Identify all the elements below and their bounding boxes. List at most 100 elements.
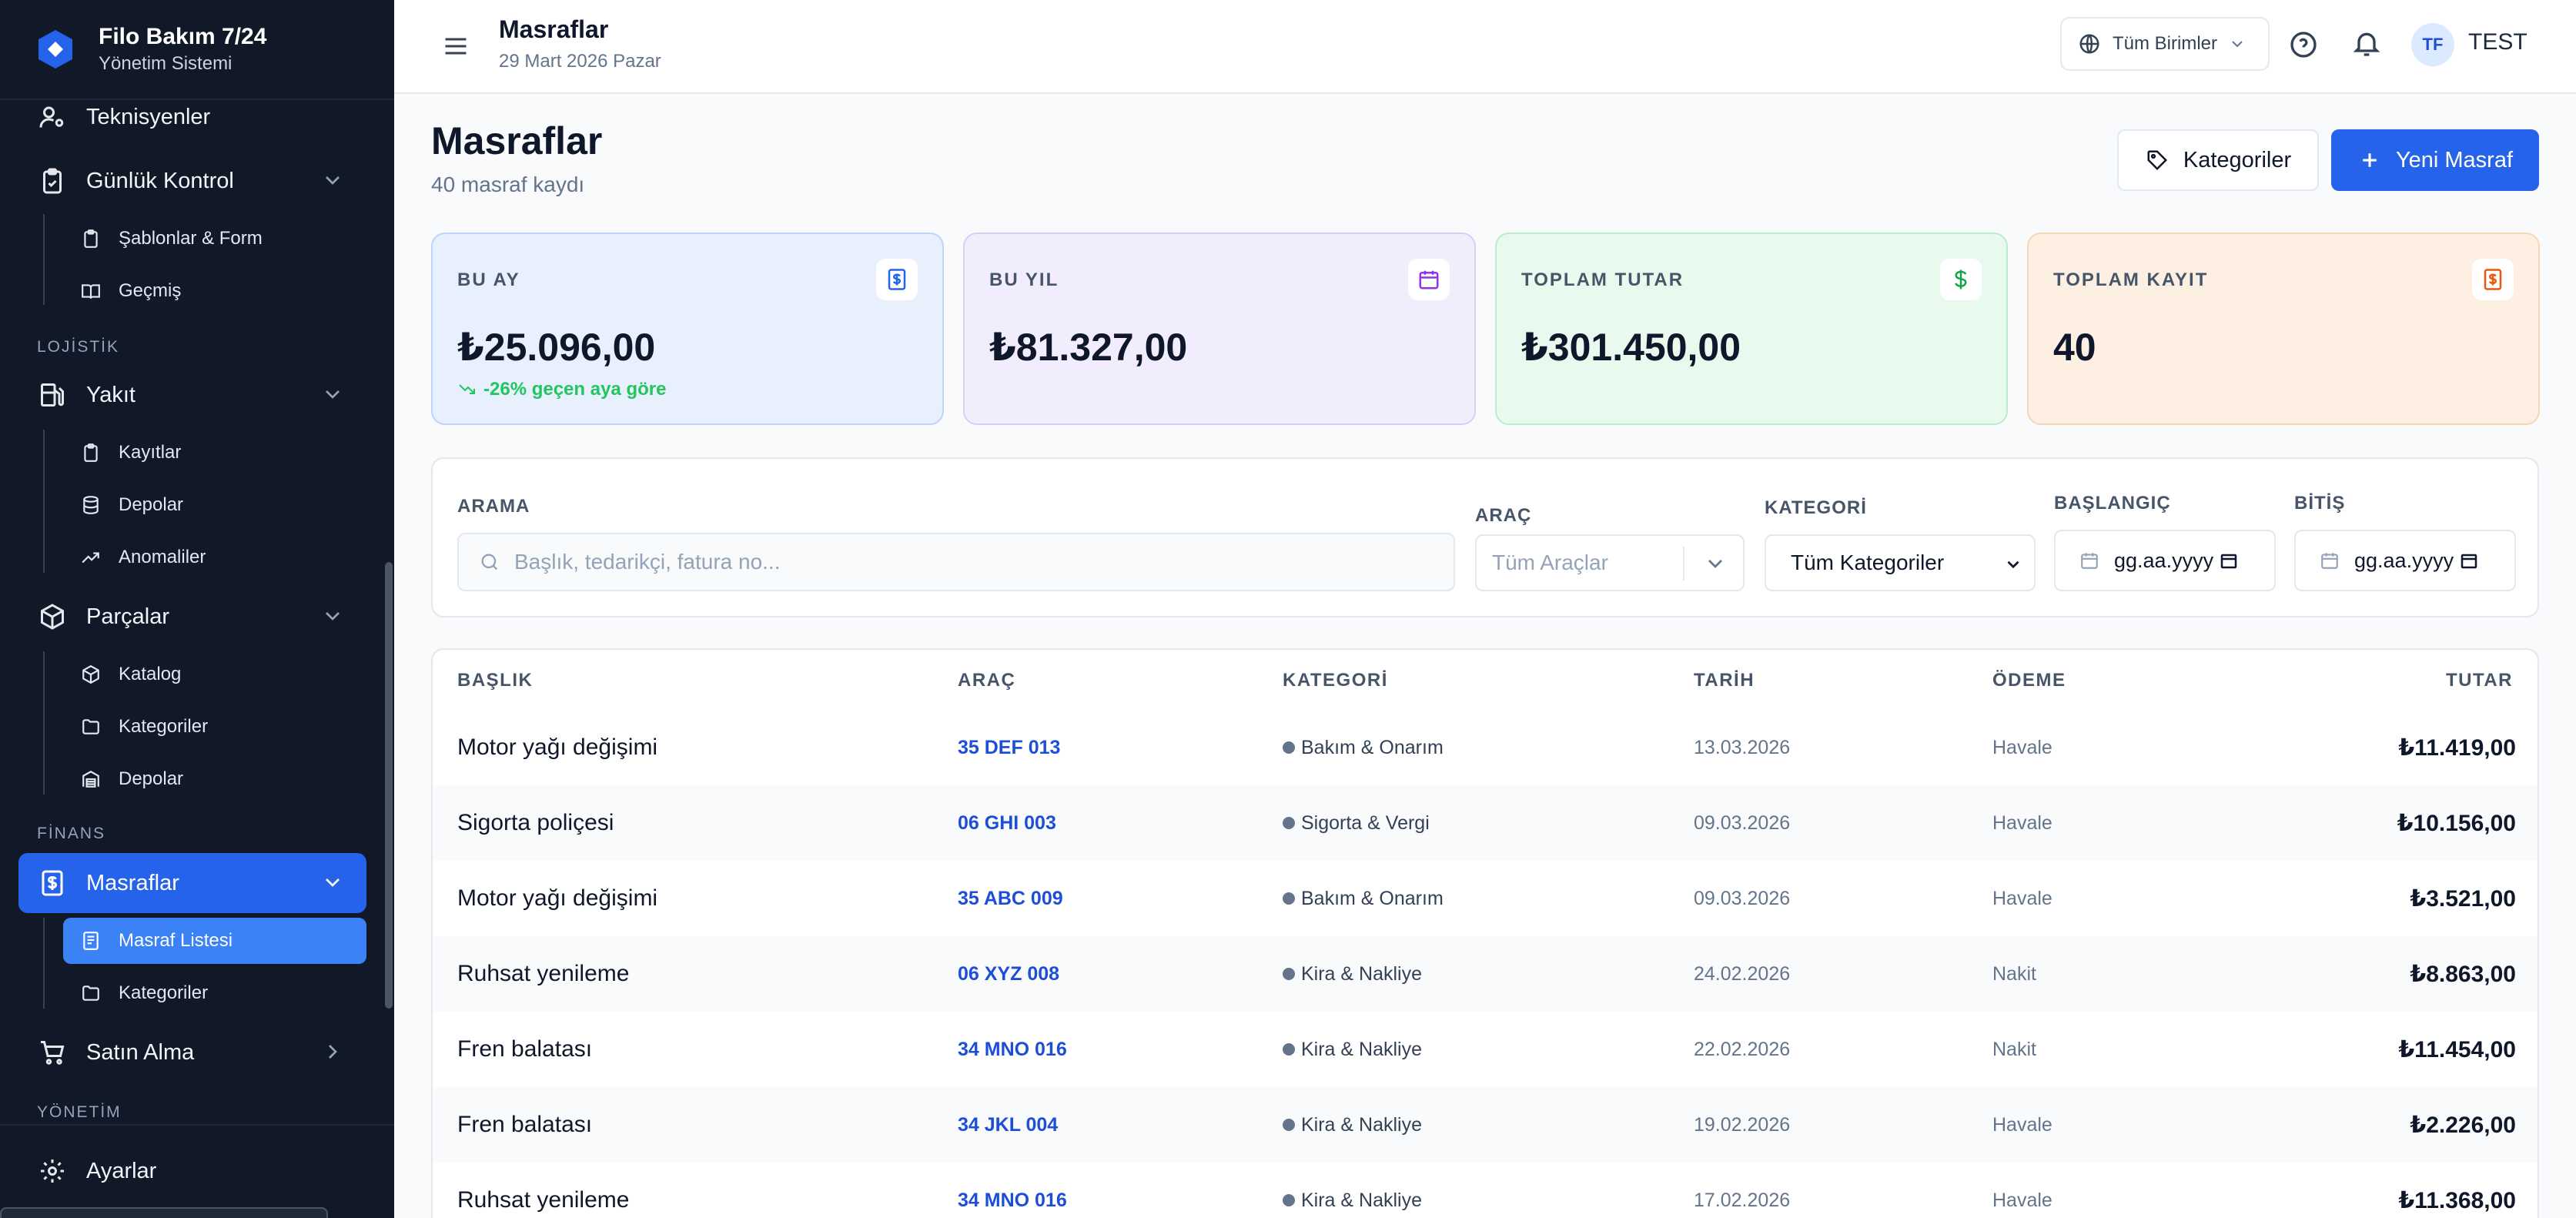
table-row[interactable]: Motor yağı değişimi 35 DEF 013 Bakım & Ona… (433, 710, 2538, 785)
folder-icon (80, 982, 102, 1004)
table-row[interactable]: Motor yağı değişimi 35 ABC 009 Bakım & Ona… (433, 861, 2538, 936)
section-label-lojistik: LOJİSTİK (37, 338, 120, 356)
database-icon (80, 494, 102, 516)
notifications-button[interactable] (2350, 26, 2384, 60)
sidebar-item-sablonlar[interactable]: Şablonlar & Form (63, 216, 366, 262)
category-dot-icon (1283, 741, 1295, 754)
section-label-yonetim: YÖNETİM (37, 1103, 122, 1121)
sidebar-item-yakit[interactable]: Yakıt (18, 365, 366, 425)
row-vehicle-link[interactable]: 35 DEF 013 (958, 736, 1061, 758)
row-category-label: Bakım & Onarım (1301, 887, 1444, 909)
row-category-label: Bakım & Onarım (1301, 736, 1444, 758)
row-category: Bakım & Onarım (1283, 861, 1444, 936)
sidebar-item-label: Masraf Listesi (119, 930, 233, 951)
search-input[interactable]: Başlık, tedarikçi, fatura no... (457, 533, 1455, 591)
table-row[interactable]: Ruhsat yenileme 34 MNO 016 Kira & Nakliye 1… (433, 1163, 2538, 1218)
search-label: ARAMA (457, 496, 530, 517)
stat-label: BU YIL (989, 269, 1059, 290)
row-vehicle-link[interactable]: 34 JKL 004 (958, 1113, 1059, 1136)
row-amount: ₺2.226,00 (2410, 1112, 2516, 1138)
sidebar-item-masraflar[interactable]: Masraflar (18, 853, 366, 913)
start-date-input[interactable]: gg.aa.yyyy (2054, 530, 2276, 591)
row-date: 17.02.2026 (1694, 1189, 1791, 1211)
brand-title: Filo Bakım 7/24 (99, 24, 267, 49)
table-row[interactable]: Fren balatası 34 JKL 004 Kira & Nakliye 19.… (433, 1087, 2538, 1163)
row-date: 19.02.2026 (1694, 1113, 1791, 1136)
book-open-icon (80, 280, 102, 302)
hamburger-icon (445, 38, 467, 55)
sidebar-item-label: Teknisyenler (86, 104, 211, 129)
table-row[interactable]: Fren balatası 34 MNO 016 Kira & Nakliye 22.… (433, 1012, 2538, 1087)
column-header-payment[interactable]: ÖDEME (1992, 670, 2066, 691)
sidebar-scrollbar[interactable] (385, 562, 393, 1009)
chevron-down-icon (326, 878, 340, 887)
vehicle-select-placeholder: Tüm Araçlar (1492, 550, 1608, 574)
sidebar-item-kayitlar[interactable]: Kayıtlar (63, 430, 366, 476)
column-header-amount[interactable]: TUTAR (2445, 670, 2513, 691)
sidebar-item-depolar[interactable]: Depolar (63, 482, 366, 528)
avatar[interactable]: TF (2411, 23, 2454, 66)
user-name[interactable]: TEST (2468, 29, 2527, 55)
column-header-title[interactable]: BAŞLIK (457, 670, 534, 691)
row-amount: ₺8.863,00 (2410, 961, 2516, 987)
sidebar-item-teknisyenler[interactable]: Teknisyenler (18, 100, 366, 147)
sidebar-item-parcalar[interactable]: Parçalar (18, 587, 366, 647)
sidebar-item-ayarlar[interactable]: Ayarlar (18, 1141, 366, 1201)
stat-trend-text: -26% geçen aya göre (483, 379, 667, 400)
sidebar-item-satin-alma[interactable]: Satın Alma (18, 1022, 366, 1082)
row-date: 09.03.2026 (1694, 811, 1791, 834)
menu-toggle-button[interactable] (437, 28, 474, 65)
vehicle-select[interactable]: Tüm Araçlar (1475, 534, 1745, 591)
sidebar-item-label: Kayıtlar (119, 442, 182, 463)
help-icon (2290, 32, 2317, 58)
sidebar: Filo Bakım 7/24 Yönetim Sistemi Teknisye… (0, 0, 394, 1218)
sidebar-item-label: Masraflar (86, 870, 179, 895)
new-expense-button[interactable]: Yeni Masraf (2331, 129, 2539, 191)
row-vehicle-link[interactable]: 06 XYZ 008 (958, 962, 1060, 985)
new-expense-button-label: Yeni Masraf (2395, 147, 2514, 172)
row-vehicle-link[interactable]: 34 MNO 016 (958, 1189, 1067, 1211)
sidebar-item-katalog[interactable]: Katalog (63, 651, 366, 698)
sidebar-item-label: Geçmiş (119, 280, 182, 301)
start-date-label: BAŞLANGIÇ (2054, 493, 2171, 514)
row-vehicle-link[interactable]: 34 MNO 016 (958, 1038, 1067, 1060)
sidebar-item-parca-depolar[interactable]: Depolar (63, 756, 366, 802)
sidebar-item-label: Parçalar (86, 604, 169, 629)
stat-value: ₺301.450,00 (1521, 326, 1741, 369)
sidebar-item-gunluk-kontrol[interactable]: Günlük Kontrol (18, 151, 366, 211)
stat-value: 40 (2053, 326, 2096, 369)
sidebar-item-label: Ayarlar (86, 1158, 157, 1183)
category-select[interactable]: Tüm Kategoriler (1765, 534, 2036, 591)
row-date: 24.02.2026 (1694, 962, 1791, 985)
chevron-right-icon (329, 1045, 337, 1059)
table-row[interactable]: Sigorta poliçesi 06 GHI 003 Sigorta & Verg… (433, 785, 2538, 861)
help-button[interactable] (2287, 28, 2320, 62)
search-icon (477, 550, 502, 574)
bell-icon (2353, 32, 2380, 56)
column-header-category[interactable]: KATEGORİ (1283, 670, 1388, 691)
sidebar-item-kategoriler[interactable]: Kategoriler (63, 704, 366, 750)
row-payment: Nakit (1992, 962, 2036, 985)
unit-select[interactable]: Tüm Birimler (2060, 17, 2270, 71)
row-vehicle-link[interactable]: 06 GHI 003 (958, 811, 1056, 834)
sidebar-item-anomaliler[interactable]: Anomaliler (63, 534, 366, 581)
column-header-vehicle[interactable]: ARAÇ (958, 670, 1016, 691)
calendar-picker-icon[interactable] (2220, 551, 2238, 570)
row-vehicle-link[interactable]: 35 ABC 009 (958, 887, 1063, 909)
row-payment: Havale (1992, 811, 2052, 834)
table-row[interactable]: Ruhsat yenileme 06 XYZ 008 Kira & Nakliye 2… (433, 936, 2538, 1012)
sidebar-item-label: Kategoriler (119, 716, 209, 737)
package-icon (37, 601, 68, 632)
categories-button[interactable]: Kategoriler (2117, 129, 2319, 191)
end-date-input[interactable]: gg.aa.yyyy (2294, 530, 2516, 591)
sidebar-item-masraf-listesi[interactable]: Masraf Listesi (63, 918, 366, 964)
topbar-date: 29 Mart 2026 Pazar (499, 51, 661, 72)
sidebar-item-gecmis[interactable]: Geçmiş (63, 268, 366, 314)
brand[interactable]: Filo Bakım 7/24 Yönetim Sistemi (0, 0, 394, 100)
row-title: Ruhsat yenileme (457, 1187, 630, 1213)
folder-icon (80, 716, 102, 738)
row-date: 13.03.2026 (1694, 736, 1791, 758)
sidebar-item-masraf-kategoriler[interactable]: Kategoriler (63, 970, 366, 1016)
calendar-picker-icon[interactable] (2460, 551, 2478, 570)
column-header-date[interactable]: TARİH (1694, 670, 1755, 691)
